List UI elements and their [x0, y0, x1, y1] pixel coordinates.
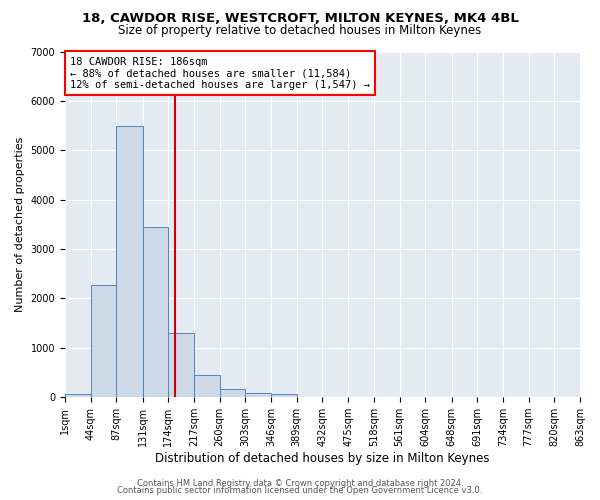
Bar — [91, 285, 116, 397]
Bar — [220, 389, 245, 397]
Text: Contains public sector information licensed under the Open Government Licence v3: Contains public sector information licen… — [118, 486, 482, 495]
Bar — [271, 394, 297, 397]
Bar — [143, 227, 168, 397]
Text: 18, CAWDOR RISE, WESTCROFT, MILTON KEYNES, MK4 4BL: 18, CAWDOR RISE, WESTCROFT, MILTON KEYNE… — [82, 12, 518, 26]
Text: Size of property relative to detached houses in Milton Keynes: Size of property relative to detached ho… — [118, 24, 482, 37]
Bar — [168, 333, 194, 397]
Bar — [65, 394, 91, 397]
Text: 18 CAWDOR RISE: 186sqm
← 88% of detached houses are smaller (11,584)
12% of semi: 18 CAWDOR RISE: 186sqm ← 88% of detached… — [70, 56, 370, 90]
Bar — [116, 126, 143, 397]
Y-axis label: Number of detached properties: Number of detached properties — [15, 136, 25, 312]
Text: Contains HM Land Registry data © Crown copyright and database right 2024.: Contains HM Land Registry data © Crown c… — [137, 478, 463, 488]
Bar — [245, 393, 271, 397]
Bar — [194, 374, 220, 397]
X-axis label: Distribution of detached houses by size in Milton Keynes: Distribution of detached houses by size … — [155, 452, 490, 465]
